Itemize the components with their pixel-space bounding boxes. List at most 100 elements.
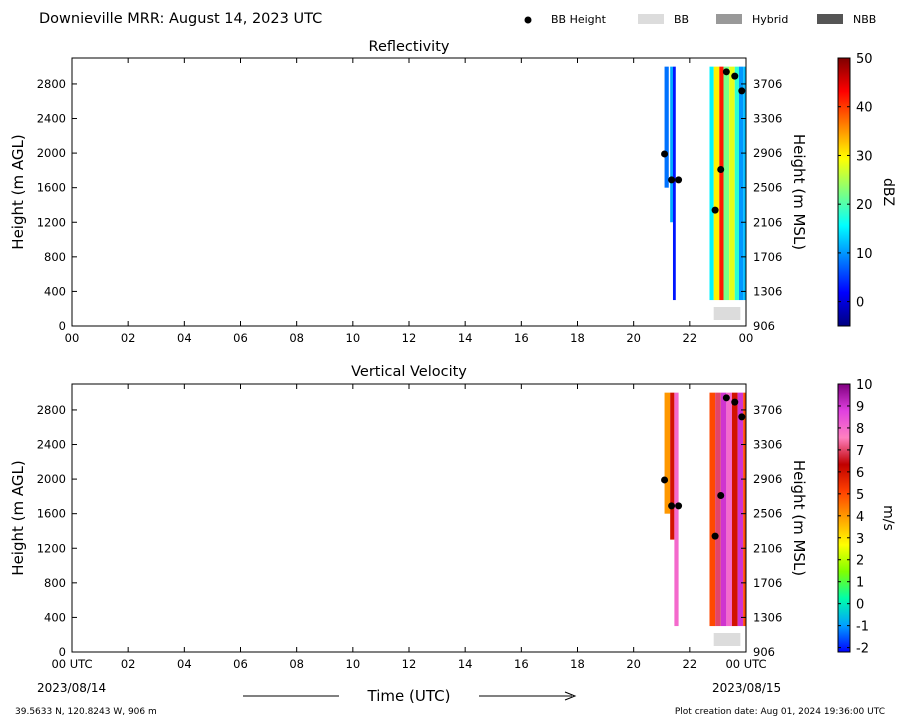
velocity-data-block: [743, 392, 746, 627]
velocity-ytick-label: 2000: [37, 472, 66, 486]
reflectivity-ytick-label: 400: [44, 284, 66, 298]
reflectivity-bb-height-point: [738, 87, 746, 95]
velocity-data-block: [715, 392, 721, 627]
velocity-data-block: [670, 392, 675, 540]
reflectivity-ytick-label: 1600: [37, 181, 66, 195]
legend-nbb-label: NBB: [853, 13, 876, 26]
velocity-xtick-label: 22: [683, 657, 698, 671]
reflectivity-xtick-label: 08: [289, 331, 304, 345]
reflectivity-xtick-label: 12: [402, 331, 417, 345]
reflectivity-data-block: [743, 66, 746, 301]
velocity-bb-height-point: [731, 398, 739, 406]
end-date-label: 2023/08/15: [712, 681, 781, 695]
velocity-ytick-label: 1200: [37, 541, 66, 555]
velocity-title: Vertical Velocity: [351, 364, 467, 380]
reflectivity-title: Reflectivity: [369, 39, 450, 55]
reflectivity-ytick-right-label: 3306: [753, 112, 782, 126]
velocity-ytick-label: 400: [44, 610, 66, 624]
velocity-xtick-label: 04: [177, 657, 192, 671]
velocity-plot-frame: [71, 383, 747, 653]
reflectivity-xtick-label: 00: [739, 331, 754, 345]
velocity-bb-height-point: [711, 532, 719, 540]
velocity-data-block: [737, 392, 744, 627]
reflectivity-xtick-label: 02: [121, 331, 136, 345]
reflectivity-colorbar-tick-label: 50: [856, 52, 873, 67]
reflectivity-data-block: [723, 66, 730, 301]
velocity-bb-height-point: [661, 476, 669, 484]
legend-nbb-swatch: [817, 14, 843, 24]
velocity-bb-height-point: [668, 502, 676, 510]
velocity-bb-class-bar: [713, 633, 741, 646]
reflectivity-xtick-label: 20: [626, 331, 641, 345]
reflectivity-xtick-label: 10: [346, 331, 361, 345]
start-date-label: 2023/08/14: [37, 681, 106, 695]
reflectivity-ytick-label: 0: [59, 319, 66, 333]
reflectivity-ylabel: Height (m AGL): [9, 134, 27, 249]
velocity-ytick-right-label: 2506: [753, 507, 782, 521]
velocity-data-block: [674, 392, 679, 627]
velocity-xtick-label: 10: [346, 657, 361, 671]
reflectivity-xtick-label: 18: [570, 331, 585, 345]
velocity-data-block: [720, 392, 727, 627]
velocity-colorbar-tick-label: 8: [856, 422, 864, 437]
reflectivity-colorbar-tick-label: 20: [856, 198, 873, 213]
reflectivity-ytick-right-label: 1306: [753, 284, 782, 298]
velocity-xtick-label: 02: [121, 657, 136, 671]
reflectivity-data-block: [729, 66, 735, 301]
reflectivity-colorbar-tick-label: 10: [856, 247, 873, 262]
reflectivity-bb-height-point: [668, 176, 676, 184]
reflectivity-data-block: [738, 66, 744, 301]
velocity-ytick-label: 0: [59, 645, 66, 659]
time-axis-label: Time (UTC): [367, 687, 451, 705]
velocity-colorbar-tick-label: 6: [856, 466, 864, 481]
legend-hybrid-swatch: [716, 14, 742, 24]
velocity-ylabel-right: Height (m MSL): [790, 460, 808, 576]
velocity-colorbar-tick-label: 5: [856, 488, 864, 503]
plot-creation-date: Plot creation date: Aug 01, 2024 19:36:0…: [675, 707, 885, 717]
velocity-xtick-label: 20: [626, 657, 641, 671]
reflectivity-data-block: [713, 66, 720, 301]
reflectivity-data-block: [709, 66, 714, 301]
velocity-ytick-label: 800: [44, 576, 66, 590]
reflectivity-xtick-label: 06: [233, 331, 248, 345]
reflectivity-colorbar: [837, 57, 851, 327]
time-arrow-head: [564, 691, 577, 701]
velocity-bb-height-point: [722, 394, 730, 402]
reflectivity-data-block: [672, 66, 676, 301]
velocity-colorbar-tick-label: 0: [856, 598, 864, 613]
reflectivity-bb-height-point: [722, 68, 730, 76]
velocity-ytick-right-label: 2106: [753, 541, 782, 555]
velocity-data-block: [664, 392, 671, 514]
velocity-ytick-right-label: 906: [753, 645, 775, 659]
reflectivity-xtick-label: 16: [514, 331, 529, 345]
velocity-ytick-right-label: 1306: [753, 610, 782, 624]
reflectivity-data-block: [719, 66, 724, 301]
reflectivity-plot-frame: [71, 57, 747, 327]
reflectivity-bb-height-point: [717, 166, 725, 174]
velocity-colorbar-tick-label: 3: [856, 532, 864, 547]
reflectivity-colorbar-tick-label: 30: [856, 149, 873, 164]
legend-bb-swatch: [638, 14, 664, 24]
figure-title: Downieville MRR: August 14, 2023 UTC: [39, 11, 322, 27]
velocity-xtick-label: 08: [289, 657, 304, 671]
velocity-colorbar-tick-label: 1: [856, 576, 864, 591]
reflectivity-colorbar-tick-label: 40: [856, 101, 873, 116]
reflectivity-ytick-right-label: 1706: [753, 250, 782, 264]
reflectivity-bb-height-point: [675, 176, 683, 184]
station-location: 39.5633 N, 120.8243 W, 906 m: [15, 707, 157, 717]
header-legend: BB Height BB Hybrid NBB: [524, 13, 876, 26]
velocity-ytick-right-label: 3706: [753, 403, 782, 417]
velocity-xtick-label: 16: [514, 657, 529, 671]
velocity-xtick-label: 18: [570, 657, 585, 671]
reflectivity-bb-height-point: [661, 150, 669, 158]
velocity-colorbar-tick-label: -1: [856, 620, 869, 635]
reflectivity-ytick-label: 1200: [37, 215, 66, 229]
velocity-colorbar-tick-label: 10: [856, 378, 873, 393]
velocity-ytick-label: 1600: [37, 507, 66, 521]
velocity-xtick-label: 06: [233, 657, 248, 671]
reflectivity-ytick-right-label: 2506: [753, 181, 782, 195]
reflectivity-ytick-right-label: 906: [753, 319, 775, 333]
